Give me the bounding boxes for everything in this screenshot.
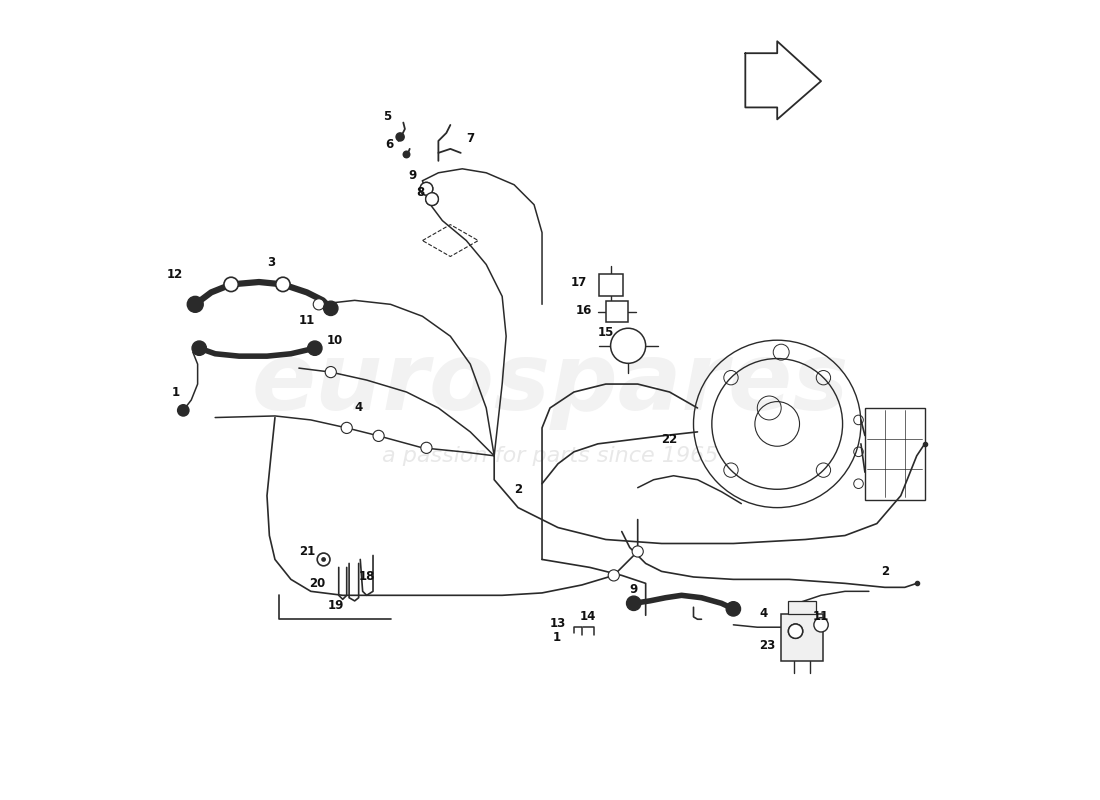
Circle shape (323, 301, 338, 315)
Circle shape (632, 546, 644, 557)
Bar (600, 274, 624, 296)
Circle shape (276, 278, 290, 291)
Text: 19: 19 (328, 599, 344, 612)
Circle shape (373, 430, 384, 442)
Text: 9: 9 (629, 583, 638, 596)
Text: 17: 17 (571, 275, 586, 289)
Text: 7: 7 (466, 132, 474, 145)
Bar (788, 601, 816, 614)
Text: 1: 1 (172, 386, 179, 398)
Circle shape (341, 422, 352, 434)
Text: a passion for parts since 1965: a passion for parts since 1965 (382, 446, 718, 466)
Text: 4: 4 (354, 402, 363, 414)
Circle shape (420, 182, 432, 195)
Text: 22: 22 (661, 434, 678, 446)
Circle shape (608, 570, 619, 581)
Circle shape (814, 618, 828, 632)
Text: 10: 10 (327, 334, 343, 346)
Text: 20: 20 (309, 577, 326, 590)
Text: 11: 11 (299, 314, 315, 326)
Text: 18: 18 (359, 570, 375, 583)
Text: 11: 11 (813, 610, 829, 623)
Text: 12: 12 (167, 267, 184, 281)
Bar (781, 614, 823, 662)
Text: 3: 3 (267, 256, 275, 270)
Text: 1: 1 (552, 631, 560, 644)
Circle shape (627, 596, 641, 610)
Circle shape (420, 182, 432, 195)
Circle shape (395, 132, 405, 142)
Text: 2: 2 (881, 565, 889, 578)
Circle shape (426, 193, 439, 206)
Circle shape (421, 442, 432, 454)
Circle shape (326, 366, 337, 378)
Circle shape (321, 557, 326, 562)
Circle shape (726, 602, 740, 616)
Circle shape (177, 404, 189, 417)
Text: 21: 21 (299, 545, 316, 558)
Text: 14: 14 (580, 610, 596, 623)
Text: 13: 13 (550, 617, 566, 630)
Circle shape (187, 296, 204, 312)
Circle shape (192, 341, 207, 355)
Circle shape (426, 193, 439, 206)
Text: 2: 2 (514, 482, 522, 496)
Text: 4: 4 (759, 607, 768, 620)
Text: eurospares: eurospares (251, 338, 849, 430)
Text: 23: 23 (759, 639, 775, 652)
Circle shape (610, 328, 646, 363)
Text: 6: 6 (385, 138, 393, 151)
Text: 16: 16 (575, 304, 592, 318)
Circle shape (789, 624, 803, 638)
Circle shape (789, 624, 803, 638)
Text: 15: 15 (597, 326, 614, 338)
Text: 8: 8 (417, 186, 425, 199)
Text: 9: 9 (409, 169, 417, 182)
Bar (606, 301, 628, 322)
Circle shape (317, 553, 330, 566)
Bar (865, 408, 925, 500)
Circle shape (308, 341, 322, 355)
Text: 5: 5 (383, 110, 392, 123)
Circle shape (403, 150, 410, 158)
Circle shape (314, 298, 324, 310)
Circle shape (224, 278, 239, 291)
